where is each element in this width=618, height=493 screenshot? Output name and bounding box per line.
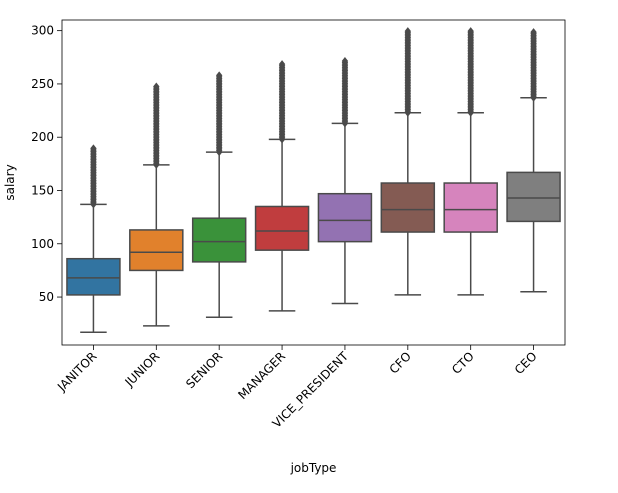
outliers [215,71,223,157]
outlier-point [153,82,160,91]
box-group-cto [443,27,498,296]
box [129,229,184,272]
box-group-janitor [66,144,121,333]
x-tick-label: CEO [512,349,540,377]
y-axis-label: salary [3,164,17,200]
outlier-point [215,71,223,80]
x-axis-label: jobType [290,461,337,475]
outliers [467,27,474,117]
outlier-point [341,56,349,65]
y-tick-label: 250 [31,77,54,91]
outlier-point [467,27,474,36]
y-tick-label: 150 [31,183,54,197]
y-tick-label: 300 [31,24,54,38]
box [506,171,561,223]
y-tick-label: 50 [39,290,54,304]
box-group-ceo [506,28,561,293]
box [66,257,121,296]
x-tick-label: CFO [387,349,414,376]
outlier-point [278,60,286,69]
x-tick-label: SENIOR [183,349,225,391]
box [191,217,247,263]
x-tick-label: CTO [449,349,477,377]
box-group-cfo [380,27,436,296]
outliers [341,56,349,128]
outliers [278,60,286,144]
outlier-point [90,144,97,153]
box [380,182,436,233]
box [317,192,373,243]
box-group-senior [191,71,247,319]
x-tick-label: JUNIOR [122,349,163,390]
x-tick-label: JANITOR [54,349,99,394]
box-group-vice-president [317,56,373,305]
y-tick-label: 100 [31,237,54,251]
x-tick-label: MANAGER [235,349,288,402]
y-tick-label: 200 [31,130,54,144]
box-group-junior [129,82,184,327]
outliers [404,27,412,117]
box [443,182,498,233]
box [254,205,310,251]
box-group-manager [254,60,310,312]
outlier-point [404,27,412,36]
outliers [153,82,160,169]
outliers [90,144,97,209]
outlier-point [530,28,537,37]
outliers [530,28,537,102]
